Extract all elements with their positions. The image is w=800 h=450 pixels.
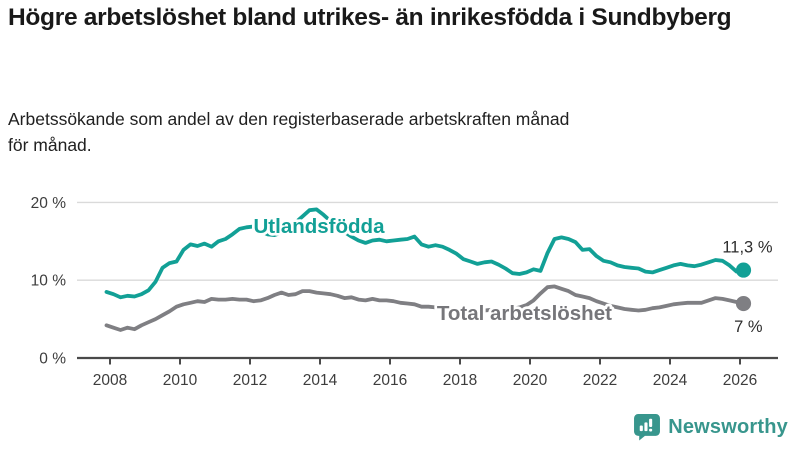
x-tick-label: 2010 bbox=[163, 372, 198, 389]
series-end-dot-0 bbox=[735, 262, 752, 278]
x-tick-label: 2008 bbox=[93, 372, 127, 389]
newsworthy-logo: Newsworthy bbox=[633, 413, 788, 441]
series-label-0: Utlandsfödda bbox=[254, 215, 386, 238]
series-label-1: Total arbetslöshet bbox=[437, 302, 612, 325]
bar-tall bbox=[644, 422, 648, 432]
x-tick-label: 2014 bbox=[303, 372, 338, 389]
x-tick-label: 2024 bbox=[653, 372, 688, 389]
y-tick-label: 20 % bbox=[31, 195, 67, 212]
x-tick-label: 2026 bbox=[723, 372, 757, 389]
series-end-dot-1 bbox=[735, 295, 752, 312]
series-end-value-1: 7 % bbox=[734, 318, 763, 336]
bar-small bbox=[639, 425, 644, 432]
y-tick-label: 0 % bbox=[39, 351, 66, 368]
series-line-0 bbox=[104, 207, 746, 300]
x-tick-label: 2018 bbox=[443, 372, 477, 389]
page-subtitle: Arbetssökande som andel av den registerb… bbox=[8, 109, 570, 156]
series-end-value-0: 11,3 % bbox=[722, 239, 772, 257]
x-tick-label: 2022 bbox=[583, 372, 617, 389]
exclamation-bar bbox=[649, 418, 653, 427]
newsworthy-icon bbox=[634, 414, 661, 441]
newsworthy-wordmark: Newsworthy bbox=[668, 415, 788, 438]
y-tick-label: 10 % bbox=[31, 273, 67, 290]
x-tick-label: 2012 bbox=[233, 372, 267, 389]
series-line-1 bbox=[104, 284, 746, 332]
page-title: Högre arbetslöshet bland utrikes- än inr… bbox=[8, 4, 732, 31]
x-tick-label: 2016 bbox=[373, 372, 407, 389]
exclamation-dot bbox=[649, 428, 653, 432]
x-tick-label: 2020 bbox=[513, 372, 548, 389]
